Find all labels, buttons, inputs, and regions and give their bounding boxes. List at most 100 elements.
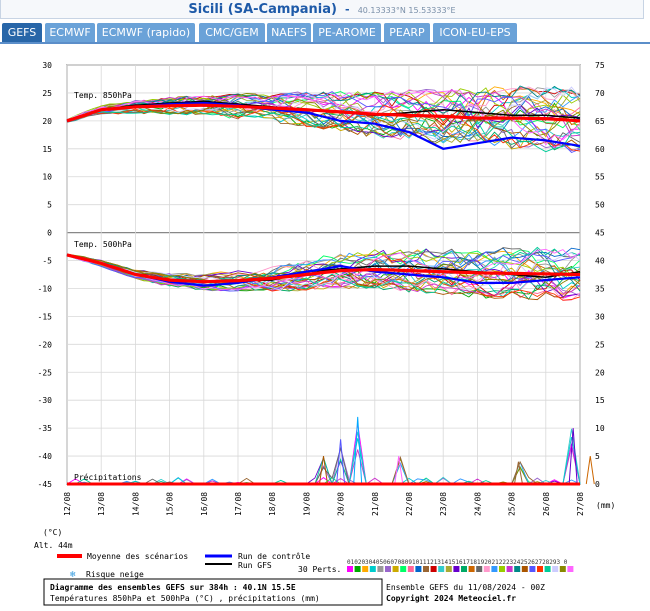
ensemble-member-line xyxy=(66,104,581,152)
x-tick-label: 25/08 xyxy=(508,492,517,516)
right-tick-label: 0 xyxy=(595,480,600,489)
pert-swatch xyxy=(415,566,422,572)
left-tick-label: -25 xyxy=(38,368,53,377)
pert-swatch xyxy=(499,566,505,572)
left-tick-label: 0 xyxy=(47,229,52,238)
pert-swatch xyxy=(423,566,429,572)
right-tick-label: 70 xyxy=(595,89,605,98)
tab-gefs[interactable]: GEFS xyxy=(2,23,42,42)
footer-box xyxy=(43,578,383,606)
legend-gfs-label: Run GFS xyxy=(238,561,272,570)
pert-swatch xyxy=(461,566,467,572)
pert-swatch xyxy=(377,566,384,572)
footer-diagram-title: Diagramme des ensembles GEFS sur 384h : … xyxy=(50,582,296,592)
x-tick-label: 18/08 xyxy=(268,492,277,516)
left-unit: (°C) xyxy=(43,528,62,537)
panel-label-precip: Précipitations xyxy=(74,472,142,482)
pert-swatch xyxy=(476,566,483,572)
title-separator: - xyxy=(345,3,350,16)
legend-pert-numbers: 0102030405060708091011121314151617181920… xyxy=(347,559,568,566)
pert-swatch xyxy=(445,566,452,572)
left-tick-label: -5 xyxy=(42,257,52,266)
x-tick-label: 13/08 xyxy=(97,492,106,516)
right-tick-label: 10 xyxy=(595,424,605,433)
precip-spike xyxy=(394,455,404,485)
right-tick-label: 65 xyxy=(595,117,605,126)
tab-pearp[interactable]: PEARP xyxy=(384,23,430,42)
x-axis: 12/08 13/08 14/08 15/08 16/08 17/08 18/08 19/08… xyxy=(63,492,585,516)
pert-swatch xyxy=(552,566,559,572)
ensemble-member-line xyxy=(66,248,581,291)
left-tick-label: -15 xyxy=(38,312,53,321)
right-tick-label: 5 xyxy=(595,452,600,461)
legend-control-label: Run de contrôle xyxy=(238,551,310,561)
x-tick-label: 17/08 xyxy=(234,492,243,516)
left-tick-label: 5 xyxy=(47,201,52,210)
pert-swatch xyxy=(369,566,376,572)
pert-swatch xyxy=(362,566,369,572)
left-tick-label: -35 xyxy=(38,424,53,433)
pert-swatch xyxy=(514,566,521,572)
tab-ecmwf-rapido[interactable]: ECMWF (rapido) xyxy=(97,23,195,42)
right-tick-label: 45 xyxy=(595,229,605,238)
pert-swatch xyxy=(491,566,498,572)
pert-swatch xyxy=(400,566,407,572)
tab-naefs[interactable]: NAEFS xyxy=(267,23,311,42)
right-tick-label: 40 xyxy=(595,257,605,266)
left-tick-label: 25 xyxy=(42,89,52,98)
pert-swatch xyxy=(385,566,391,572)
ensemble-mean-line xyxy=(66,103,581,123)
left-axis: 30 25 20 15 10 5 0 -5 -10 -15 -20 -25 -30 -35 -40 -45 xyxy=(38,61,53,489)
pert-swatch xyxy=(392,566,399,572)
x-tick-label: 15/08 xyxy=(166,492,175,516)
pert-swatch xyxy=(506,566,513,572)
x-tick-label: 23/08 xyxy=(439,492,448,516)
legend-pert-swatches xyxy=(347,566,574,572)
x-tick-label: 24/08 xyxy=(473,492,482,516)
pert-swatch xyxy=(559,566,566,572)
legend-mean-label: Moyenne des scénarios xyxy=(87,551,188,561)
right-tick-label: 60 xyxy=(595,145,605,154)
precip-spike xyxy=(585,455,595,485)
location-coordinates: 40.13333°N 15.53333°E xyxy=(357,6,456,15)
ensemble-member-line xyxy=(66,252,581,291)
model-tabs: GEFS ECMWF ECMWF (rapido) CMC/GEM NAEFS … xyxy=(0,23,650,44)
right-unit: (mm) xyxy=(596,501,615,510)
ensemble-mean-line xyxy=(66,253,581,284)
pert-swatch xyxy=(468,566,475,572)
pert-swatch xyxy=(521,566,528,572)
page-title: Sicili (SA-Campania) xyxy=(188,2,337,17)
pert-swatch xyxy=(407,566,414,572)
pert-swatch xyxy=(567,566,574,572)
tab-ecmwf[interactable]: ECMWF xyxy=(45,23,95,42)
altitude-label: Alt. 44m xyxy=(34,541,73,550)
pert-swatch xyxy=(529,566,536,572)
footer-copyright: Copyright 2024 Meteociel.fr xyxy=(386,593,516,603)
precip-spike xyxy=(319,455,328,485)
ensemble-chart: 30 25 20 15 10 5 0 -5 -10 -15 -20 -25 -30 -35 -40 -45 7… xyxy=(0,44,650,611)
x-tick-label: 21/08 xyxy=(371,492,380,516)
precip-spike xyxy=(353,416,363,485)
precip-spike xyxy=(568,428,578,485)
left-tick-label: -20 xyxy=(38,340,53,349)
tab-pe-arome[interactable]: PE-AROME xyxy=(313,23,381,42)
right-tick-label: 30 xyxy=(595,312,605,321)
tab-cmc-gem[interactable]: CMC/GEM xyxy=(199,23,265,42)
precip-spike xyxy=(336,439,346,485)
x-tick-label: 19/08 xyxy=(302,492,311,516)
right-tick-label: 20 xyxy=(595,368,605,377)
x-tick-label: 20/08 xyxy=(337,492,346,516)
legend-snow-label: Risque neige xyxy=(86,570,144,579)
footer-run-info: Ensemble GEFS du 11/08/2024 - 00Z xyxy=(386,583,545,592)
precip-spike xyxy=(513,461,523,485)
snowflake-icon: ❄ xyxy=(70,570,76,580)
ensemble-member-line xyxy=(66,87,581,126)
tab-icon-eu-eps[interactable]: ICON-EU-EPS xyxy=(433,23,517,42)
main-series xyxy=(66,100,581,486)
panel-label-500: Temp. 500hPa xyxy=(74,240,132,249)
pert-swatch xyxy=(537,566,543,572)
x-tick-label: 22/08 xyxy=(405,492,414,516)
ensemble-member-line xyxy=(66,106,581,150)
pert-swatch xyxy=(453,566,460,572)
